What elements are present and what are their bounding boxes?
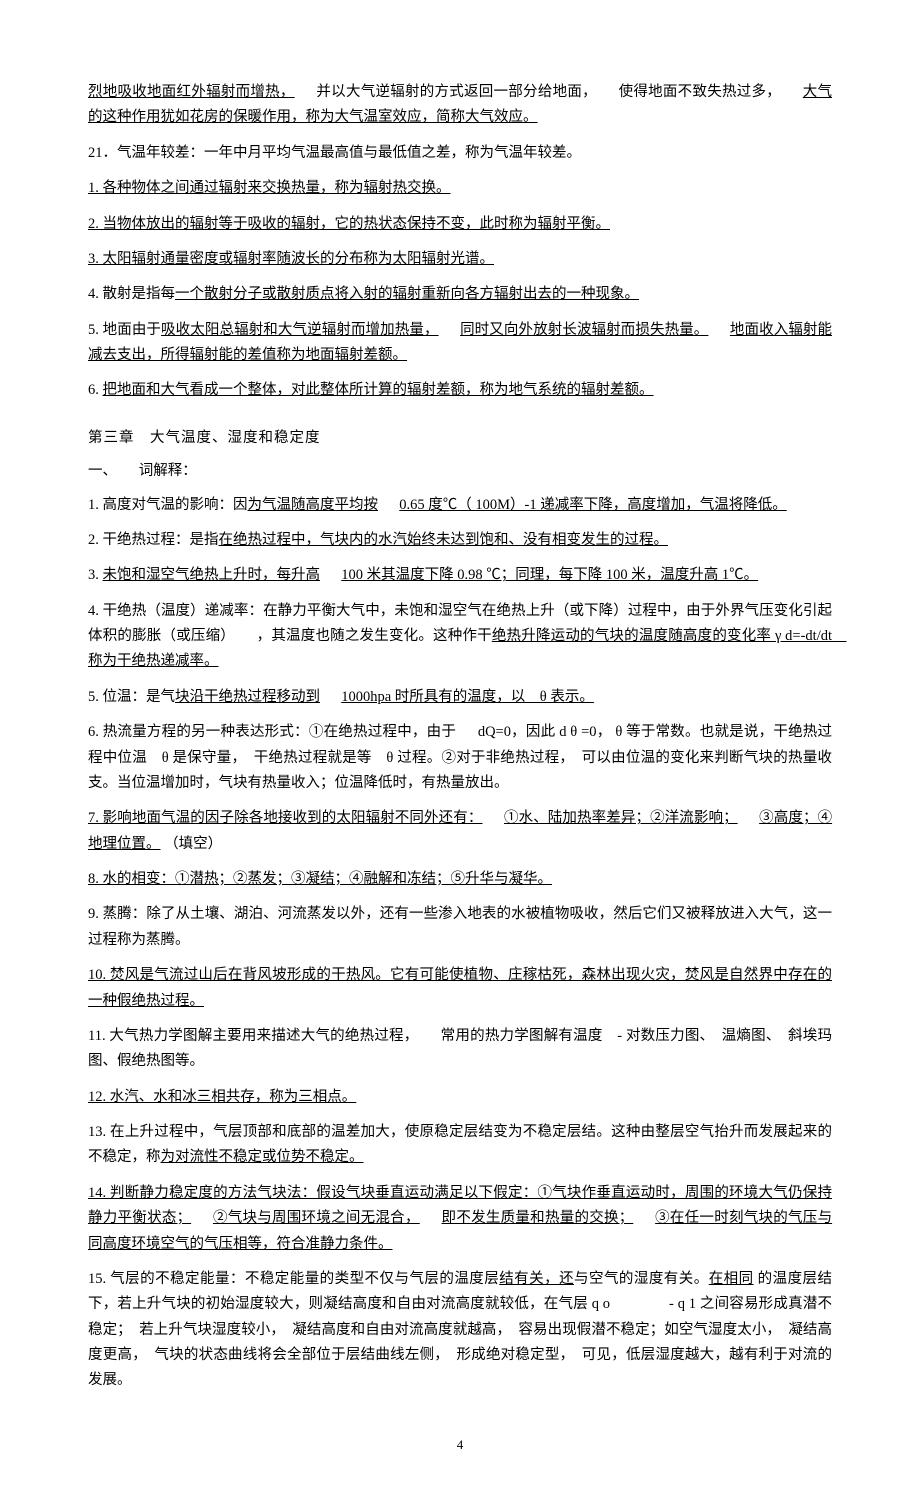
- page-number: 4: [88, 1434, 832, 1457]
- item-14: 14. 判断静力稳定度的方法气块法：假设气块垂直运动满足以下假定：①气块作垂直运…: [88, 1181, 832, 1257]
- t: 21．气温年较差：一年中月平均气温最高值与最低值之差，称为气温年较差。: [88, 145, 581, 161]
- section-heading: 一、 词解释：: [88, 459, 832, 484]
- u: 10. 焚风是气流过山后在背风坡形成的干热风。它有可能使植物、庄稼枯死，森林出现…: [88, 967, 832, 1008]
- u: 7. 影响地面气温的因子除各地接收到的太阳辐射不同外还有：: [88, 810, 482, 826]
- u: 0.65 度℃（ 100M）-1 递减率下降，高度增加，气温将降低。: [399, 497, 786, 513]
- u: 在相同: [709, 1271, 754, 1287]
- t: 并以大气逆辐射的方式返回一部分给地面，: [316, 84, 596, 100]
- t: 6.: [88, 382, 103, 398]
- t: 3.: [88, 567, 103, 583]
- u: 100 米其温度下降 0.98 ℃；同理，每下降 100 米，温度升高 1℃。: [341, 567, 758, 583]
- item-8: 8. 水的相变：①潜热；②蒸发；③凝结；④融解和冻结；⑤升华与凝华。: [88, 867, 832, 892]
- u: 块沿干绝热过程移动到: [175, 689, 320, 705]
- t: 5. 位温：是气: [88, 689, 175, 705]
- item-9: 9. 蒸腾：除了从土壤、湖泊、河流蒸发以外，还有一些渗入地表的水被植物吸收，然后…: [88, 902, 832, 953]
- item-10: 10. 焚风是气流过山后在背风坡形成的干热风。它有可能使植物、庄稼枯死，森林出现…: [88, 963, 832, 1014]
- para-q6: 6. 把地面和大气看成一个整体，对此整体所计算的辐射差额，称为地气系统的辐射差额…: [88, 378, 832, 403]
- u: 即不发生质量和热量的交换；: [442, 1210, 634, 1226]
- u: 1000hpa 时所具有的温度，以 θ 表示。: [341, 689, 594, 705]
- t: 2. 干绝热过程：是指: [88, 532, 219, 548]
- u: 在绝热过程中，气块内的水汽始终未达到饱和、没有相变发生的过程。: [219, 532, 669, 548]
- u: 把地面和大气看成一个整体，对此整体所计算的辐射差额，称为地气系统的辐射差额。: [103, 382, 654, 398]
- u: ②气块与周围环境之间无混合，: [213, 1210, 420, 1226]
- u: 为对流性不稳定或位势不稳定。: [161, 1149, 364, 1165]
- t: （填空）: [164, 836, 222, 852]
- para-q1: 1. 各种物体之间通过辐射来交换热量，称为辐射热交换。: [88, 176, 832, 201]
- t: 6. 热流量方程的另一种表达形式：①在绝热过程中，由于: [88, 724, 456, 740]
- u: 1. 各种物体之间通过辐射来交换热量，称为辐射热交换。: [88, 180, 451, 196]
- item-3: 3. 未饱和湿空气绝热上升时，每升高 100 米其温度下降 0.98 ℃；同理，…: [88, 563, 832, 588]
- t: 4. 散射是指每: [88, 286, 175, 302]
- u: 为气温随高度平均按: [248, 497, 379, 513]
- u: ①水、陆加热率差异；②洋流影响；: [504, 810, 738, 826]
- t: 使得地面不致失热过多，: [619, 84, 781, 100]
- t: 15. 气层的不稳定能量：不稳定能量的类型不仅与气层的温度层: [88, 1271, 499, 1287]
- u: 结有关，还: [499, 1271, 574, 1287]
- item-2: 2. 干绝热过程：是指在绝热过程中，气块内的水汽始终未达到饱和、没有相变发生的过…: [88, 528, 832, 553]
- u: 3. 太阳辐射通量密度或辐射率随波长的分布称为太阳辐射光谱。: [88, 251, 494, 267]
- u: 吸收太阳总辐射和大气逆辐射而增加热量，: [161, 322, 439, 338]
- t: 的温度层结下，若上升气块的初始湿度较大，则凝结高度和自由对流高度就较低，在气层 …: [88, 1271, 832, 1389]
- item-6: 6. 热流量方程的另一种表达形式：①在绝热过程中，由于 dQ=0，因此 d θ …: [88, 720, 832, 796]
- para-q2: 2. 当物体放出的辐射等于吸收的辐射，它的热状态保持不变，此时称为辐射平衡。: [88, 212, 832, 237]
- para-21: 21．气温年较差：一年中月平均气温最高值与最低值之差，称为气温年较差。: [88, 141, 832, 166]
- item-1: 1. 高度对气温的影响：因为气温随高度平均按 0.65 度℃（ 100M）-1 …: [88, 493, 832, 518]
- u: 12. 水汽、水和冰三相共存，称为三相点。: [88, 1089, 356, 1105]
- para-q5: 5. 地面由于吸收太阳总辐射和大气逆辐射而增加热量， 同时又向外放射长波辐射而损…: [88, 318, 832, 369]
- item-15: 15. 气层的不稳定能量：不稳定能量的类型不仅与气层的温度层结有关，还与空气的湿…: [88, 1267, 832, 1394]
- t: 1. 高度对气温的影响：因: [88, 497, 248, 513]
- item-4: 4. 干绝热（温度）递减率：在静力平衡大气中，未饱和湿空气在绝热上升（或下降）过…: [88, 599, 832, 675]
- para-top-1: 烈地吸收地面红外辐射而增热， 并以大气逆辐射的方式返回一部分给地面， 使得地面不…: [88, 80, 832, 131]
- u: 2. 当物体放出的辐射等于吸收的辐射，它的热状态保持不变，此时称为辐射平衡。: [88, 216, 610, 232]
- para-q3: 3. 太阳辐射通量密度或辐射率随波长的分布称为太阳辐射光谱。: [88, 247, 832, 272]
- u: 8. 水的相变：①潜热；②蒸发；③凝结；④融解和冻结；⑤升华与凝华。: [88, 871, 552, 887]
- u: 未饱和湿空气绝热上升时，每升高: [103, 567, 321, 583]
- t: ，其温度也随之发生变化。这种作干: [257, 628, 492, 644]
- chapter-3-title: 第三章 大气温度、湿度和稳定度: [88, 426, 832, 451]
- para-q4: 4. 散射是指每一个散射分子或散射质点将入射的辐射重新向各方辐射出去的一种现象。: [88, 282, 832, 307]
- item-12: 12. 水汽、水和冰三相共存，称为三相点。: [88, 1085, 832, 1110]
- t: 与空气的湿度有关。: [574, 1271, 709, 1287]
- item-13: 13. 在上升过程中，气层顶部和底部的温差加大，使原稳定层结变为不稳定层结。这种…: [88, 1120, 832, 1171]
- u: 烈地吸收地面红外辐射而增热，: [88, 84, 295, 100]
- t: 5. 地面由于: [88, 322, 161, 338]
- item-7: 7. 影响地面气温的因子除各地接收到的太阳辐射不同外还有： ①水、陆加热率差异；…: [88, 806, 832, 857]
- u: 同时又向外放射长波辐射而损失热量。: [460, 322, 708, 338]
- item-11: 11. 大气热力学图解主要用来描述大气的绝热过程， 常用的热力学图解有温度 - …: [88, 1024, 832, 1075]
- u: 一个散射分子或散射质点将入射的辐射重新向各方辐射出去的一种现象。: [175, 286, 639, 302]
- item-5: 5. 位温：是气块沿干绝热过程移动到 1000hpa 时所具有的温度，以 θ 表…: [88, 685, 832, 710]
